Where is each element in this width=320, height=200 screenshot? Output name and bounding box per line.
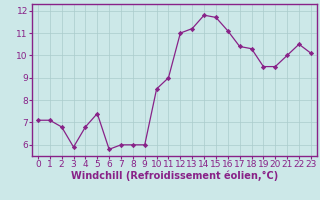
X-axis label: Windchill (Refroidissement éolien,°C): Windchill (Refroidissement éolien,°C) [71, 171, 278, 181]
